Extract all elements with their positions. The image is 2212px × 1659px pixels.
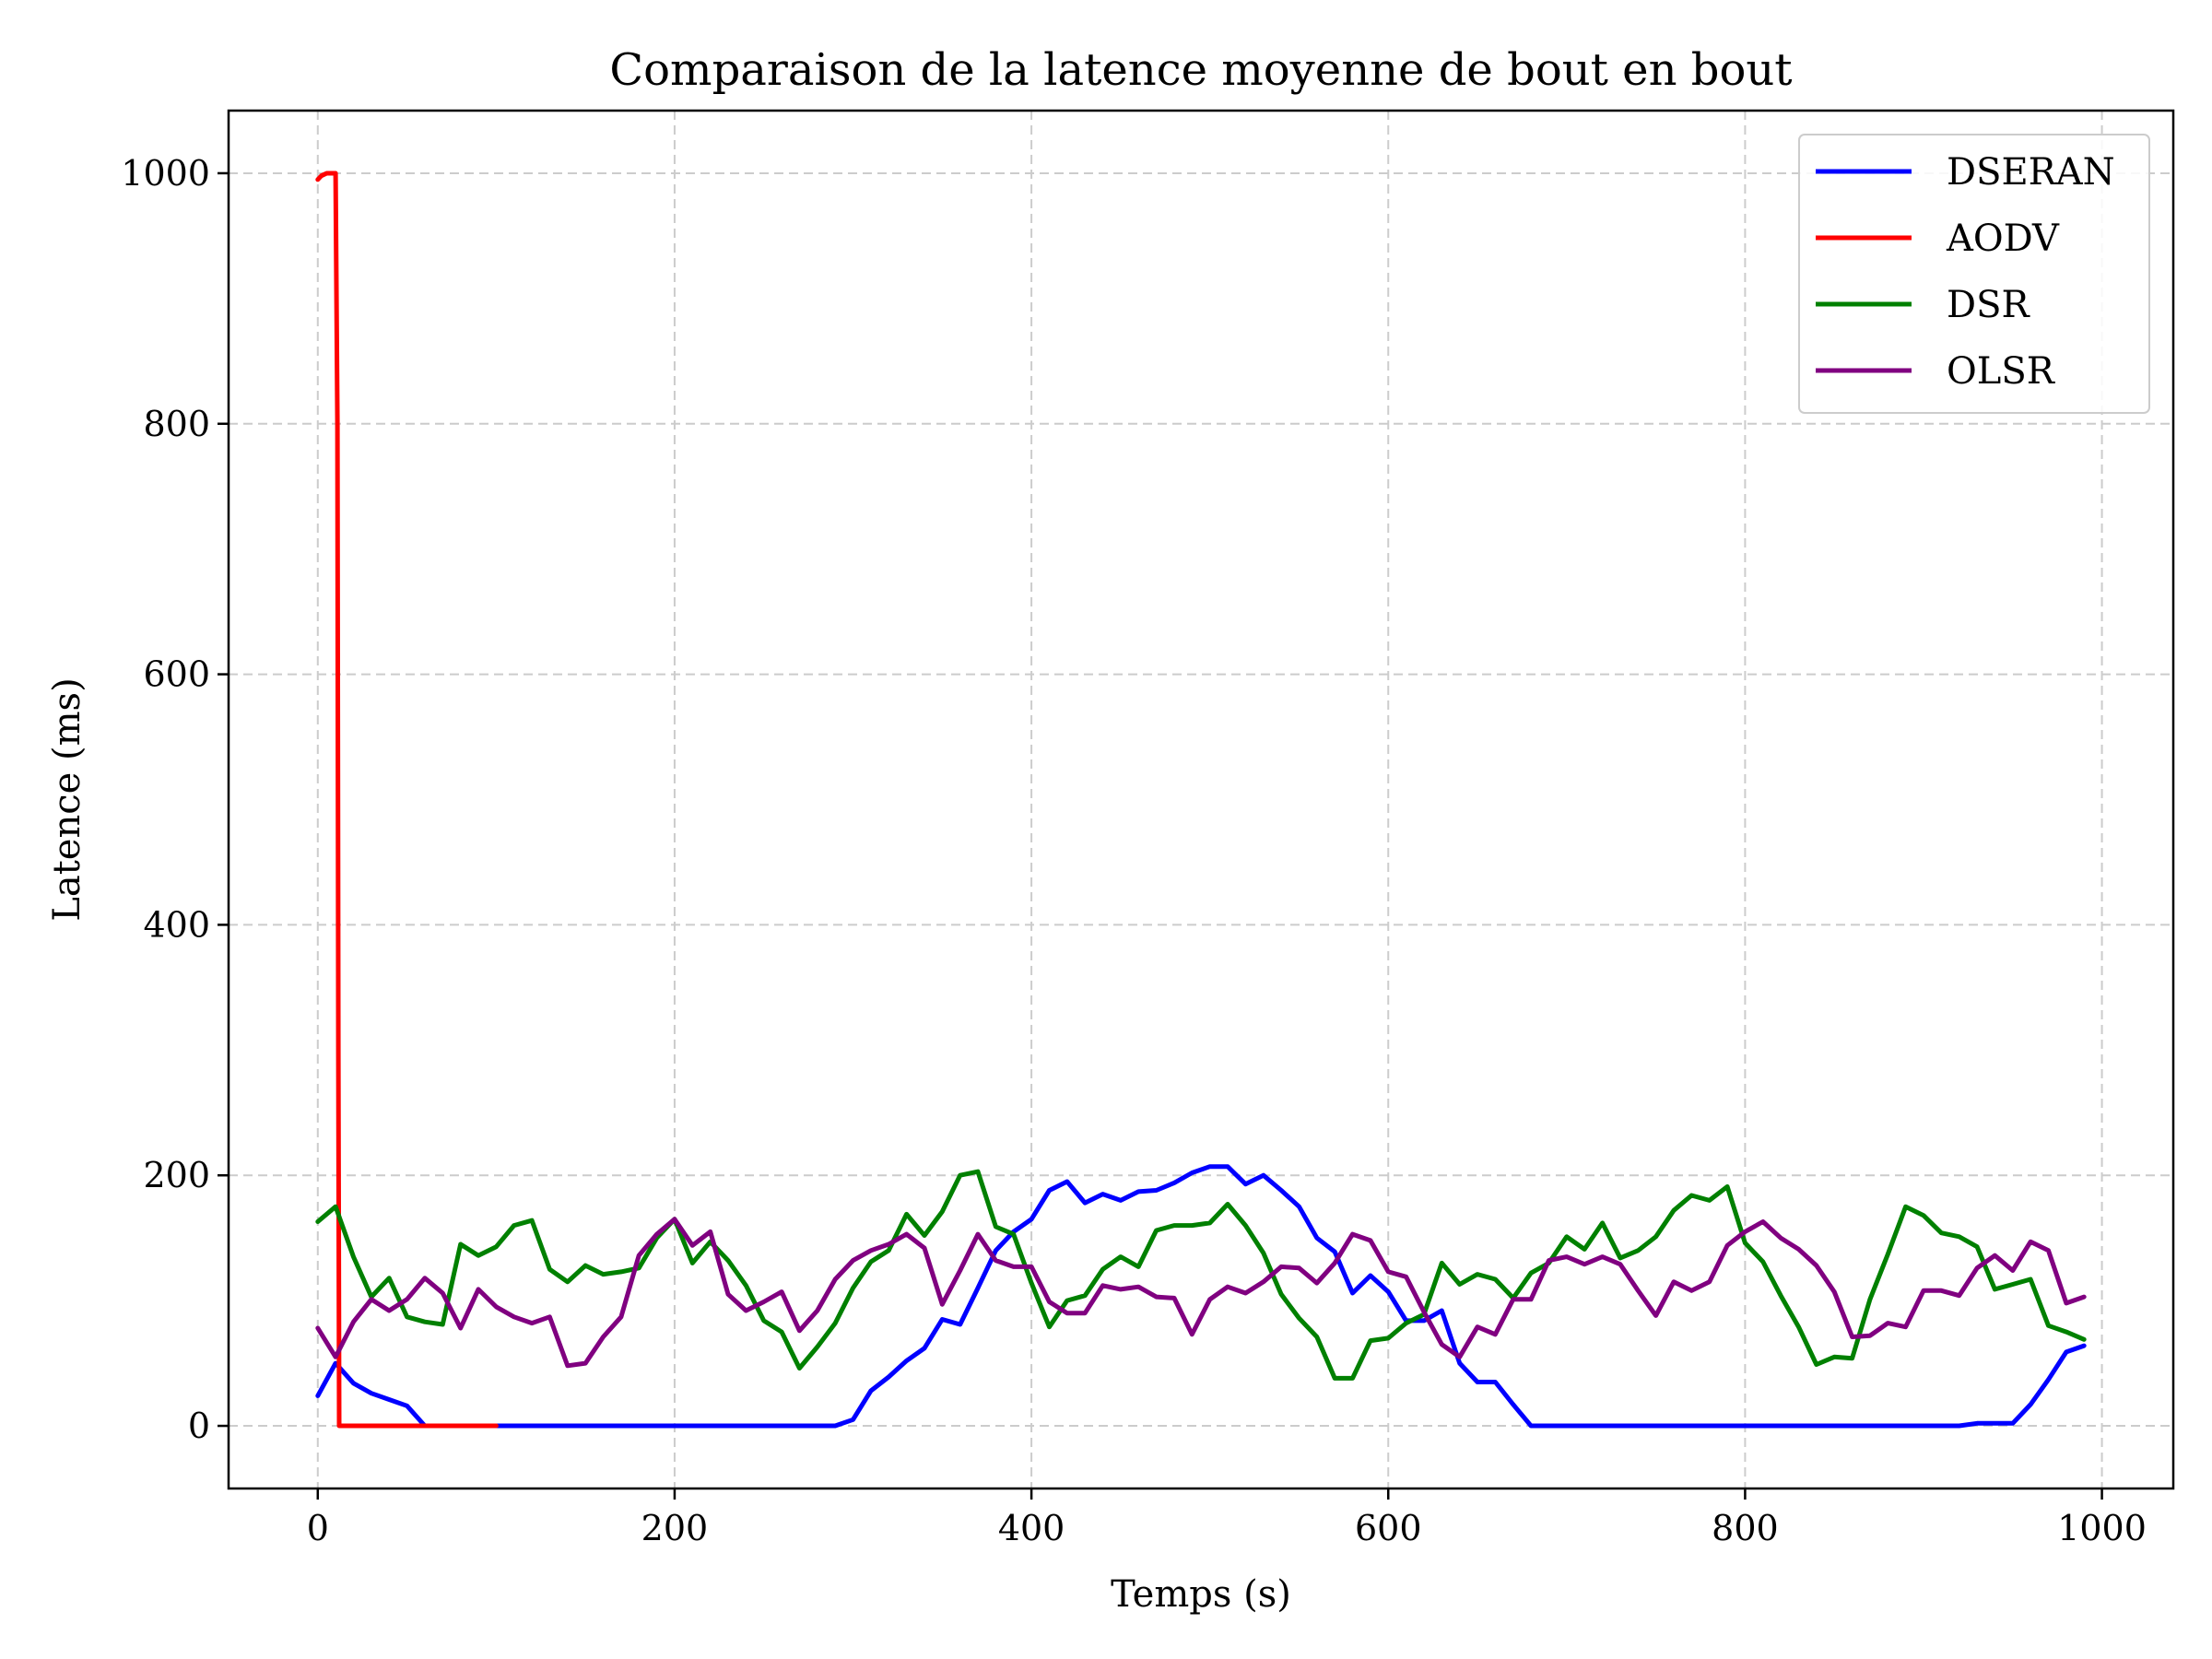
x-tick-label: 200 <box>641 1508 709 1548</box>
series-line-dseran <box>315 1164 2087 1429</box>
x-tick-label: 1000 <box>2057 1508 2147 1548</box>
ticks: 0 200 400 600 800 1000 0 200 400 600 800 1000 <box>121 153 2147 1548</box>
y-tick-label: 800 <box>143 404 210 444</box>
x-tick-label: 400 <box>998 1508 1065 1548</box>
legend-label: DSERAN <box>1947 151 2115 194</box>
legend-label: AODV <box>1946 218 2060 260</box>
y-tick-label: 0 <box>188 1406 210 1446</box>
chart-title: Comparaison de la latence moyenne de bou… <box>609 44 1792 96</box>
legend-label: OLSR <box>1947 350 2056 393</box>
series-line-olsr <box>315 1217 2087 1369</box>
legend-box <box>1798 134 2150 414</box>
legend: DSERAN AODV DSR OLSR <box>1798 134 2150 414</box>
x-tick-label: 800 <box>1712 1508 1779 1548</box>
y-tick-label: 400 <box>143 904 210 945</box>
y-tick-label: 600 <box>143 654 210 695</box>
y-tick-label: 200 <box>143 1155 210 1195</box>
x-axis-label: Temps (s) <box>1111 1573 1291 1616</box>
series-line-aodv <box>315 171 499 1429</box>
x-tick-label: 0 <box>307 1508 329 1548</box>
series-layer <box>315 171 2087 1429</box>
x-tick-label: 600 <box>1355 1508 1422 1548</box>
legend-label: DSR <box>1947 284 2030 326</box>
y-axis-label: Latence (ms) <box>46 677 88 921</box>
plot-frame <box>227 109 2175 1490</box>
y-tick-label: 1000 <box>121 153 210 194</box>
series-line-dsr <box>315 1169 2087 1381</box>
